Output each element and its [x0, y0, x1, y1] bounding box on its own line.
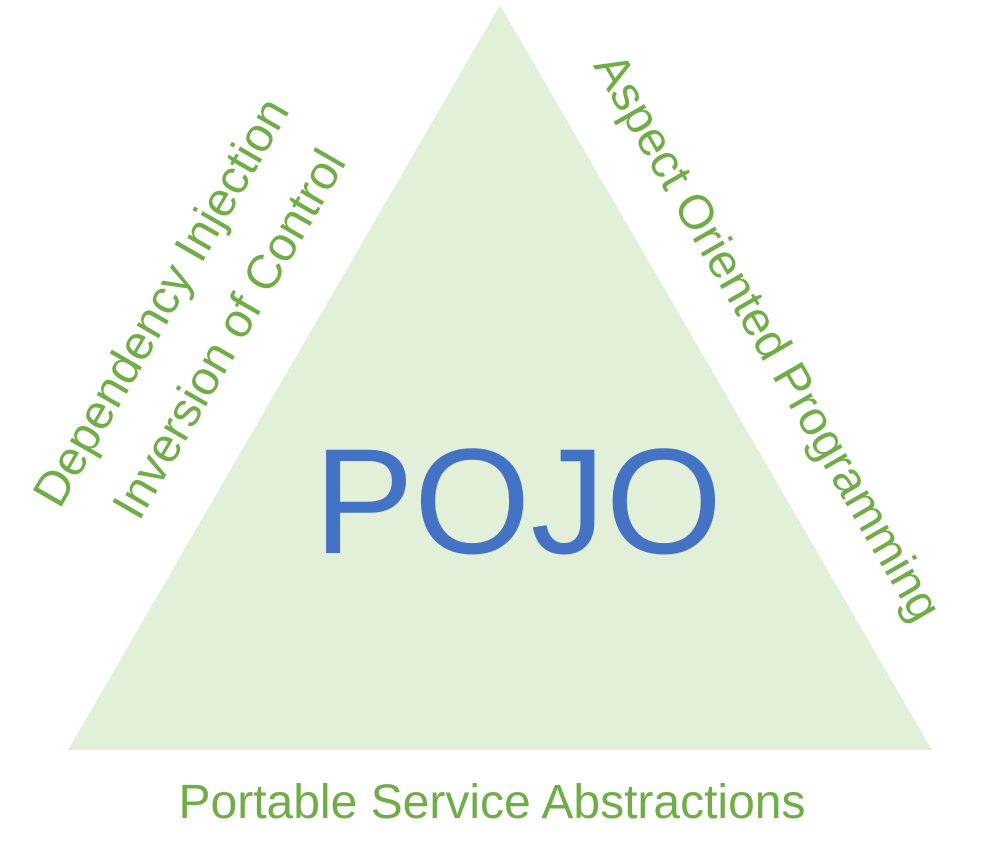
center-label: POJO: [314, 417, 722, 585]
bottom-side-label: Portable Service Abstractions: [179, 776, 806, 829]
triangle-shape: [68, 5, 932, 750]
